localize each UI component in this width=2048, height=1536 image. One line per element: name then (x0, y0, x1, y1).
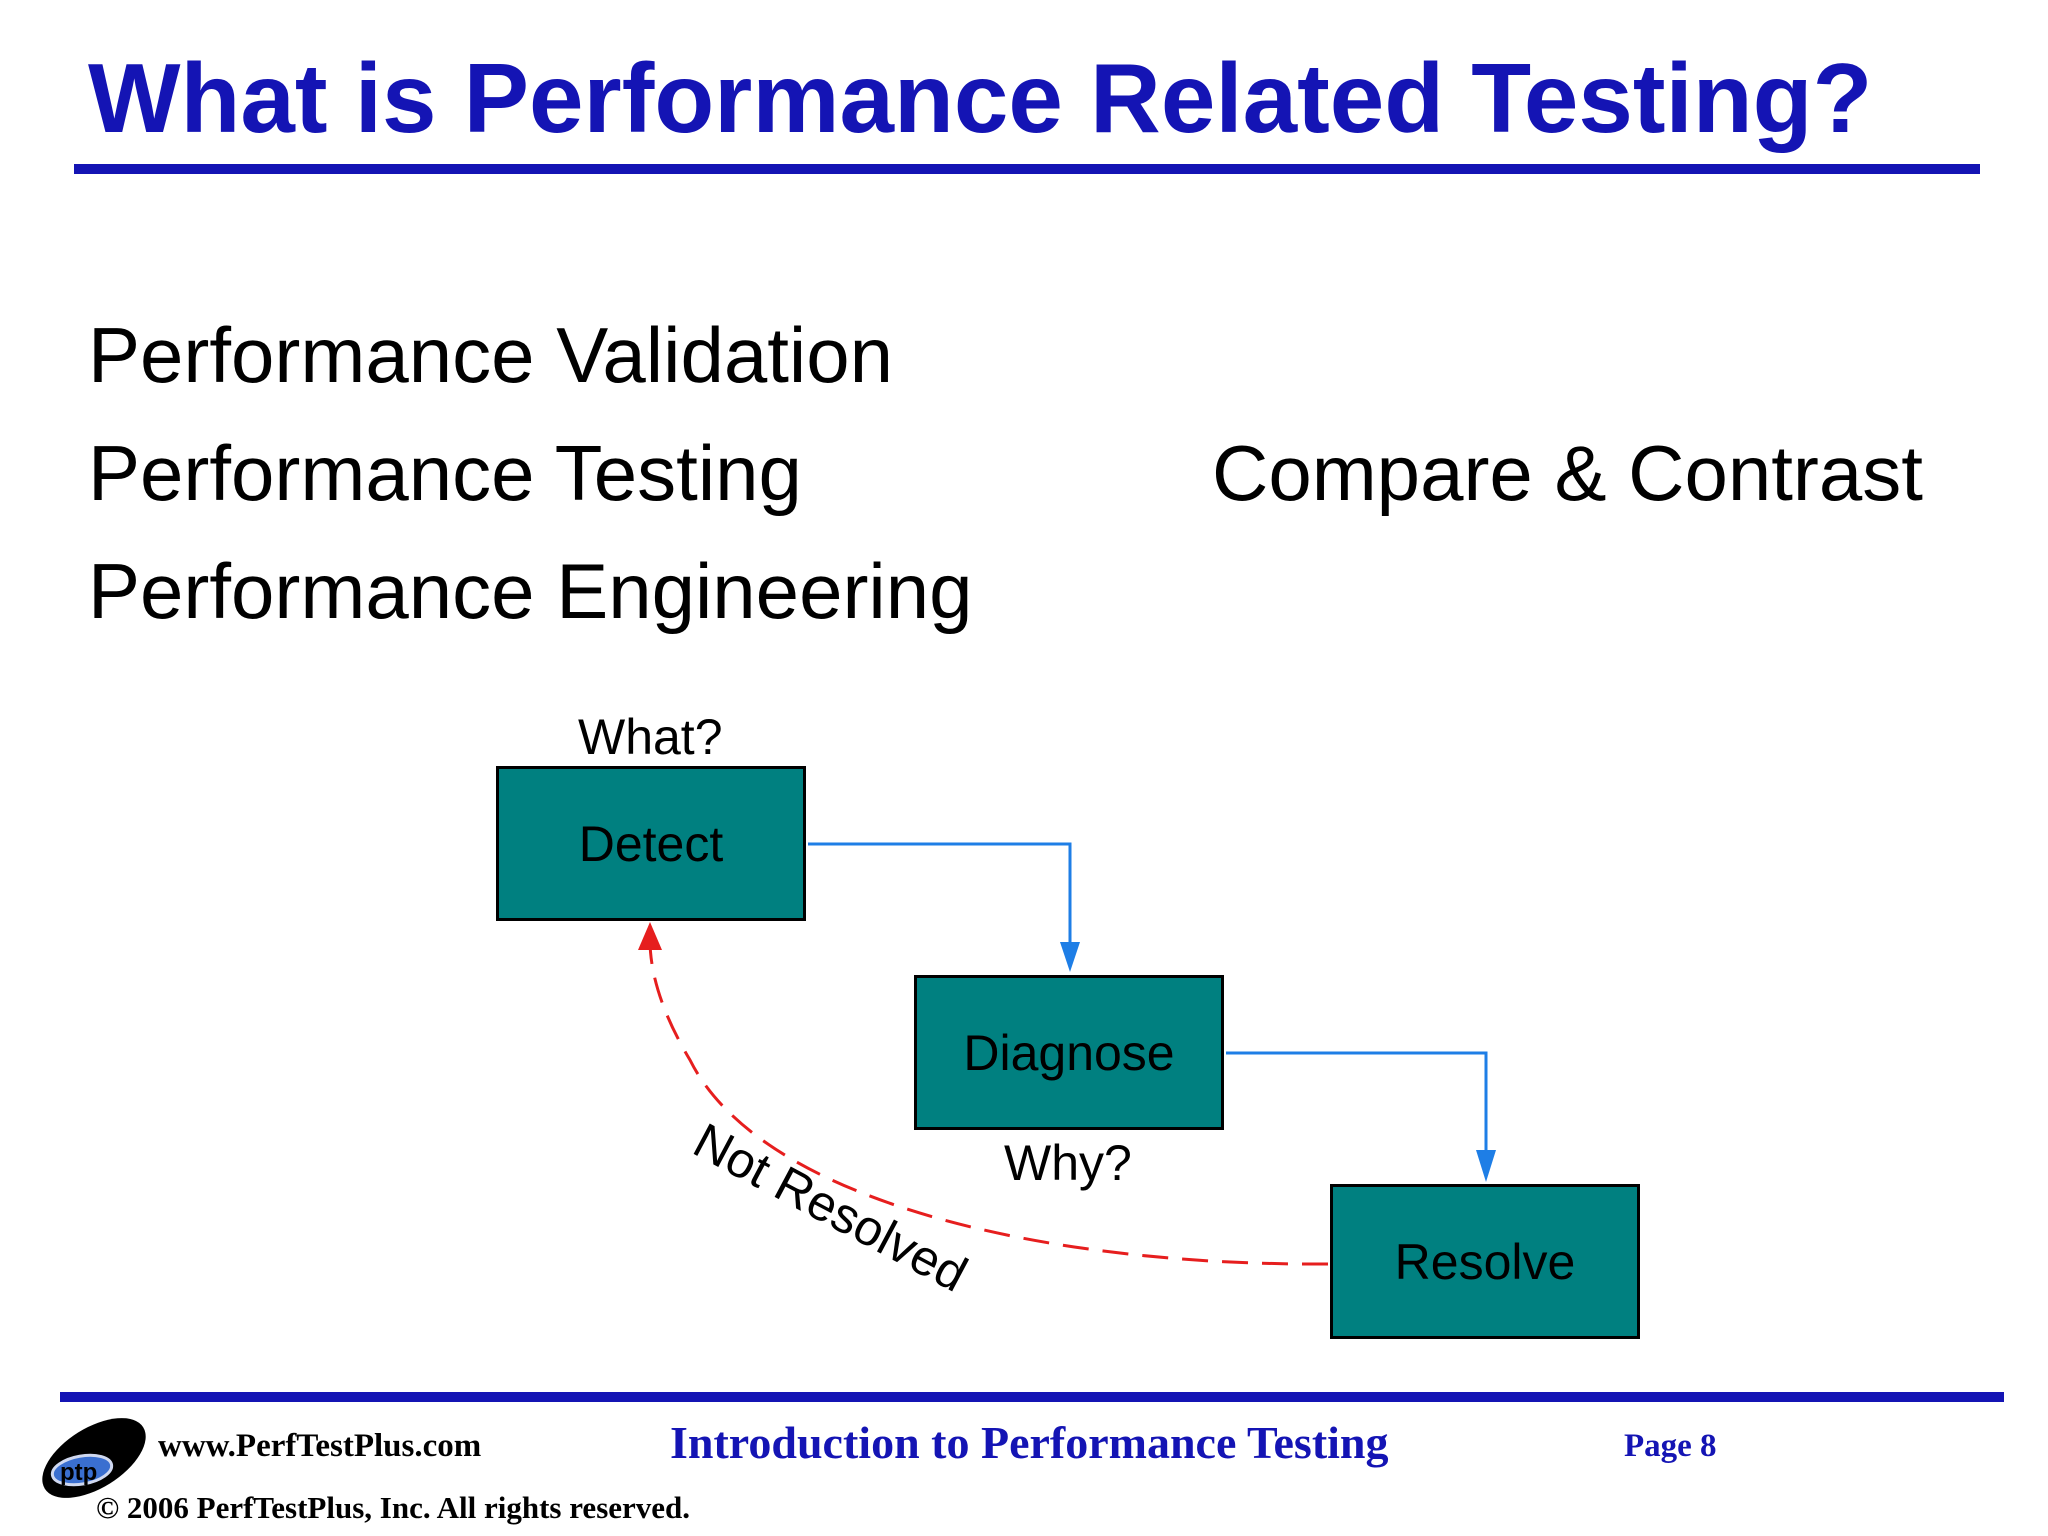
footer-course-title: Introduction to Performance Testing (670, 1417, 1389, 1468)
arrow-detect-to-diagnose (808, 842, 1072, 958)
footer-rule (60, 1392, 2004, 1402)
arrow-resolve-to-detect-loop (648, 939, 1329, 1266)
detect-box: Detect (496, 766, 806, 921)
arrow-head-resolve (1476, 1150, 1496, 1182)
diagnose-box: Diagnose (914, 975, 1224, 1130)
slide-title: What is Performance Related Testing? (88, 43, 1873, 153)
arrow-head-diagnose (1060, 942, 1080, 972)
bullet-performance-testing: Performance Testing (88, 429, 802, 517)
what-label: What? (578, 709, 723, 765)
not-resolved-label: Not Resolved (685, 1112, 976, 1302)
bullet-performance-validation: Performance Validation (88, 311, 893, 399)
compare-contrast-note: Compare & Contrast (1212, 429, 1923, 517)
page-number: Page 8 (1624, 1428, 1717, 1464)
title-underline (74, 164, 1980, 174)
ptp-logo: ptp (42, 1418, 146, 1498)
arrow-diagnose-to-resolve (1226, 1051, 1488, 1166)
why-label: Why? (1004, 1135, 1132, 1191)
svg-text:ptp: ptp (60, 1459, 97, 1486)
footer-copyright: © 2006 PerfTestPlus, Inc. All rights res… (96, 1490, 691, 1525)
resolve-box: Resolve (1330, 1184, 1640, 1339)
arrow-head-detect-loop (638, 922, 662, 950)
bullet-performance-engineering: Performance Engineering (88, 547, 973, 635)
footer-url[interactable]: www.PerfTestPlus.com (158, 1428, 482, 1464)
